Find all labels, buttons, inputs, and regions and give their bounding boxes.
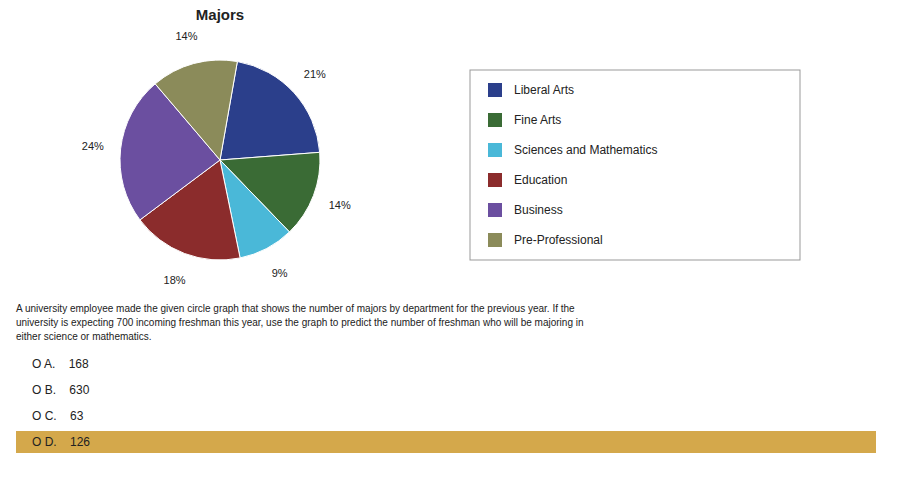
- question-line: A university employee made the given cir…: [16, 303, 575, 314]
- legend-swatch: [488, 83, 502, 97]
- legend: Liberal Arts Fine Arts Sciences and Mathem…: [470, 70, 800, 260]
- chart: Majors 21% 14% 9% 18% 24% 14% Liberal Arts Fine …: [0, 0, 905, 486]
- question-line: either science or mathematics.: [16, 331, 152, 342]
- legend-label: Pre-Professional: [514, 233, 603, 247]
- question-text: A university employee made the given cir…: [16, 303, 584, 342]
- legend-label: Liberal Arts: [514, 83, 574, 97]
- pie: [120, 60, 320, 260]
- legend-swatch: [488, 203, 502, 217]
- answer-option: O A. 168: [32, 357, 89, 371]
- answer-option: O C. 63: [32, 409, 84, 423]
- answer-option: O D. 126: [32, 435, 90, 449]
- legend-swatch: [488, 173, 502, 187]
- option-highlight: [16, 431, 876, 453]
- legend-label: Sciences and Mathematics: [514, 143, 657, 157]
- legend-swatch: [488, 143, 502, 157]
- pie-slice: [155, 60, 237, 160]
- legend-swatch: [488, 113, 502, 127]
- question-line: university is expecting 700 incoming fre…: [16, 317, 584, 328]
- chart-title: Majors: [196, 6, 244, 23]
- data-label: 18%: [164, 274, 186, 286]
- legend-label: Education: [514, 173, 567, 187]
- legend-label: Fine Arts: [514, 113, 561, 127]
- data-label: 14%: [175, 30, 197, 42]
- data-label: 14%: [329, 199, 351, 211]
- data-label: 24%: [82, 140, 104, 152]
- legend-box: [470, 70, 800, 260]
- data-label: 21%: [304, 68, 326, 80]
- legend-swatch: [488, 233, 502, 247]
- data-label: 9%: [272, 267, 288, 279]
- legend-label: Business: [514, 203, 563, 217]
- answer-option: O B. 630: [32, 383, 90, 397]
